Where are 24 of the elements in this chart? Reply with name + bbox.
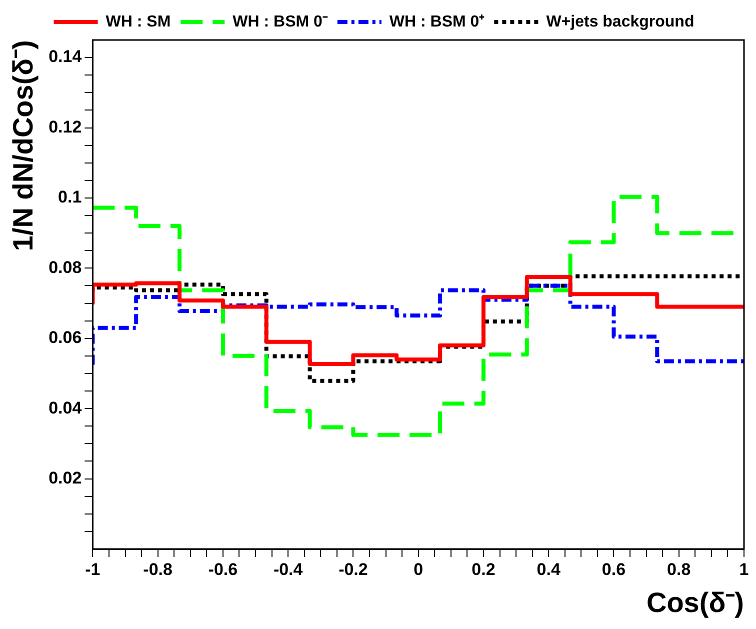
x-tick-label: -0.8 [143,560,172,579]
x-tick-label: -0.4 [273,560,304,579]
x-tick-label: -0.2 [338,560,368,579]
x-tick-label: 1 [739,560,749,579]
legend-label: W+jets background [546,13,694,30]
x-axis-title: Cos(δ⁻) [646,586,744,618]
x-tick-label: 0 [414,560,424,579]
y-tick-label: 0.04 [48,398,82,418]
legend-label: WH : BSM 0⁺ [389,13,486,30]
x-tick-label: 0.4 [536,560,561,579]
y-tick-label: 0.14 [48,47,82,66]
y-tick-label: 0.02 [48,468,82,488]
x-tick-label: 0.8 [667,560,691,579]
x-tick-label: 0.2 [472,560,496,579]
y-axis-title: 1/N dN/dCos(δ⁻) [8,40,39,252]
y-tick-label: 0.1 [58,188,82,207]
y-tick-label: 0.06 [48,328,82,348]
y-tick-label: 0.12 [48,117,82,136]
y-tick-label: 0.08 [48,258,82,277]
x-tick-label: -0.6 [208,560,238,579]
legend-label: WH : BSM 0⁻ [232,13,328,30]
legend-label: WH : SM [106,13,171,30]
x-tick-label: -1 [85,560,100,579]
x-tick-label: 0.6 [602,560,626,579]
